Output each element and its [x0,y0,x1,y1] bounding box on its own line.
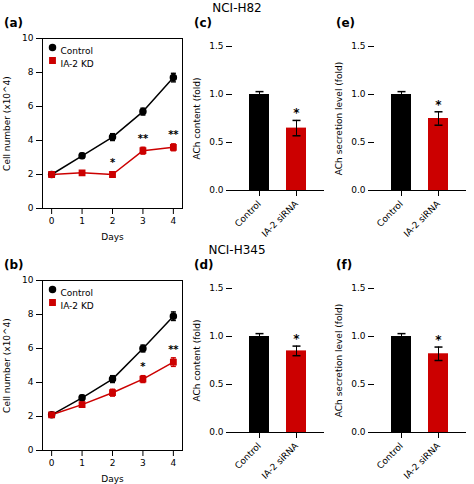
svg-text:0.5: 0.5 [209,137,223,147]
svg-text:1.0: 1.0 [209,331,224,341]
svg-text:IA-2 siRNA: IA-2 siRNA [402,198,443,239]
svg-text:ACh content (fold): ACh content (fold) [192,319,202,401]
svg-text:8: 8 [28,309,34,319]
html-text:(c): (c) [194,16,213,30]
svg-text:*: * [435,333,442,347]
svg-text:Days: Days [101,232,124,242]
svg-text:*: * [293,332,300,346]
svg-text:4: 4 [28,377,34,387]
svg-text:2: 2 [28,169,34,179]
svg-text:0.0: 0.0 [351,427,366,437]
html-text:(d): (d) [194,258,214,272]
svg-text:0.0: 0.0 [209,427,224,437]
svg-text:6: 6 [28,343,34,353]
svg-text:Days: Days [101,474,124,484]
svg-text:0: 0 [49,216,55,226]
svg-text:2: 2 [110,458,116,468]
svg-text:1.0: 1.0 [209,89,224,99]
svg-text:*: * [140,361,146,372]
svg-text:ACh content (fold): ACh content (fold) [192,77,202,159]
svg-text:0.5: 0.5 [351,137,365,147]
svg-text:IA-2 siRNA: IA-2 siRNA [260,198,301,239]
svg-text:IA-2 KD: IA-2 KD [61,59,94,69]
svg-text:1.0: 1.0 [351,331,366,341]
svg-text:Control: Control [233,199,263,229]
svg-text:1.5: 1.5 [351,283,365,293]
svg-text:1.5: 1.5 [209,283,223,293]
svg-text:0.0: 0.0 [209,185,224,195]
svg-text:Control: Control [375,199,405,229]
svg-text:0.0: 0.0 [351,185,366,195]
svg-text:10: 10 [22,275,34,285]
svg-text:Control: Control [61,46,94,56]
svg-text:0: 0 [49,458,55,468]
svg-text:2: 2 [110,216,116,226]
svg-text:IA-2 siRNA: IA-2 siRNA [402,440,443,481]
svg-text:ACh secretion level (fold): ACh secretion level (fold) [334,62,344,175]
svg-text:6: 6 [28,101,34,111]
svg-text:4: 4 [171,458,177,468]
svg-text:Cell number (x10^4): Cell number (x10^4) [2,318,12,413]
svg-text:4: 4 [171,216,177,226]
svg-text:3: 3 [140,458,146,468]
svg-text:10: 10 [22,33,34,43]
html-text:(a): (a) [4,16,24,30]
svg-text:4: 4 [28,135,34,145]
svg-text:*: * [435,98,442,112]
svg-text:Control: Control [233,441,263,471]
svg-text:Cell number (x10^4): Cell number (x10^4) [2,76,12,171]
svg-text:2: 2 [28,411,34,421]
svg-text:**: ** [168,129,179,140]
svg-text:0.5: 0.5 [351,379,365,389]
svg-text:Control: Control [61,288,94,298]
svg-text:1.5: 1.5 [351,41,365,51]
html-text:NCI-H345: NCI-H345 [208,243,266,257]
svg-text:0: 0 [28,203,34,213]
svg-text:1: 1 [79,216,85,226]
svg-text:3: 3 [140,216,146,226]
svg-text:IA-2 KD: IA-2 KD [61,301,94,311]
svg-text:ACh secretion level (fold): ACh secretion level (fold) [334,304,344,417]
svg-text:*: * [110,157,116,168]
svg-text:**: ** [138,133,149,144]
svg-text:1.0: 1.0 [351,89,366,99]
svg-text:*: * [293,106,300,120]
svg-text:1.5: 1.5 [209,41,223,51]
svg-text:0.5: 0.5 [209,379,223,389]
html-text:(e): (e) [336,16,356,30]
html-text:(f): (f) [336,258,353,272]
svg-text:0: 0 [28,445,34,455]
html-text:NCI-H82: NCI-H82 [212,1,262,15]
html-text:(b): (b) [4,258,24,272]
svg-text:1: 1 [79,458,85,468]
svg-text:8: 8 [28,67,34,77]
svg-text:**: ** [168,344,179,355]
svg-text:IA-2 siRNA: IA-2 siRNA [260,440,301,481]
svg-text:Control: Control [375,441,405,471]
